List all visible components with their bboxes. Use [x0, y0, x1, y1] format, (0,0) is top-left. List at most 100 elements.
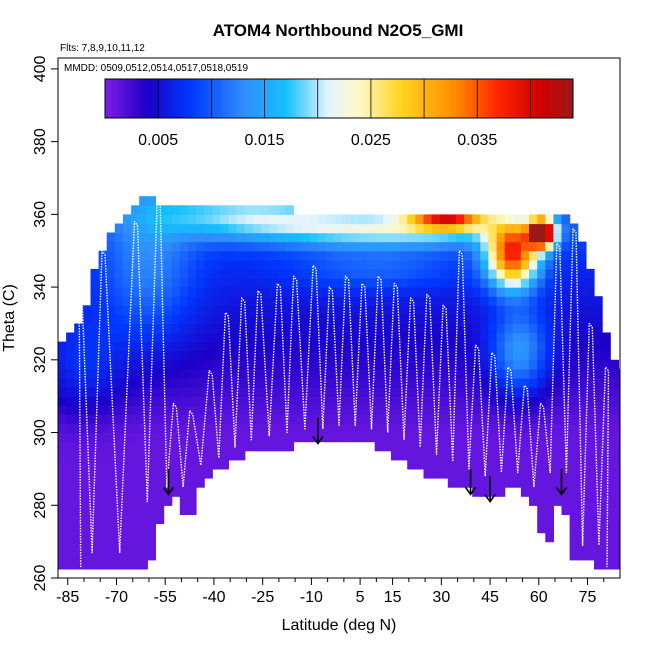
colorbar-swatch — [267, 79, 271, 118]
heat-cell — [423, 314, 433, 325]
colorbar-tick-label: 0.025 — [351, 132, 391, 149]
heat-cell — [569, 387, 579, 397]
heat-cell — [464, 250, 473, 261]
heat-cell — [423, 459, 433, 470]
heat-cell — [553, 296, 563, 306]
heat-cell — [610, 514, 619, 525]
heat-cell — [594, 459, 603, 470]
heat-cell — [285, 305, 295, 315]
heat-cell — [131, 468, 140, 479]
heat-cell — [179, 305, 189, 315]
heat-cell — [131, 441, 140, 452]
heat-cell — [106, 405, 116, 415]
heat-cell — [431, 241, 441, 252]
colorbar-swatch — [384, 79, 388, 118]
colorbar-swatch — [203, 79, 207, 118]
heat-cell — [123, 505, 132, 515]
heat-cell — [82, 305, 92, 315]
heat-cell — [391, 368, 400, 379]
colorbar-swatch — [206, 79, 210, 118]
colorbar-swatch — [208, 79, 212, 118]
heat-cell — [374, 259, 384, 270]
heat-cell — [480, 241, 489, 252]
heat-cell — [407, 432, 416, 443]
heat-cell — [66, 441, 75, 452]
heat-cell — [391, 250, 400, 261]
heat-cell — [139, 423, 148, 434]
heat-cell — [553, 468, 563, 479]
colorbar-swatch — [277, 79, 281, 118]
heat-cell — [334, 223, 343, 234]
heat-cell — [569, 378, 579, 388]
heat-cell — [366, 250, 376, 261]
heat-cell — [358, 423, 368, 434]
colorbar-swatch — [179, 79, 183, 118]
heat-cell — [163, 368, 173, 379]
chart-title: ATOM4 Northbound N2O5_GMI — [213, 21, 464, 40]
heat-cell — [301, 214, 311, 225]
heat-cell — [585, 378, 595, 388]
heat-cell — [399, 441, 408, 452]
heat-cell — [577, 268, 587, 279]
colorbar-swatch — [192, 79, 196, 118]
colorbar-swatch — [463, 79, 468, 118]
heat-cell — [529, 414, 538, 425]
heat-cell — [374, 368, 384, 379]
heat-cell — [358, 341, 368, 352]
heat-cell — [90, 387, 100, 397]
heat-cell — [464, 232, 473, 243]
heat-cell — [488, 232, 498, 243]
heat-cell — [382, 441, 392, 452]
heat-cell — [374, 296, 384, 306]
heat-cell — [455, 478, 465, 488]
heat-cell — [123, 332, 132, 343]
heat-cell — [374, 250, 384, 261]
heat-cell — [269, 378, 278, 388]
heat-cell — [480, 296, 489, 306]
heat-cell — [90, 487, 100, 497]
heat-cell — [236, 287, 246, 297]
heat-cell — [82, 505, 92, 515]
heat-cell — [155, 314, 165, 325]
heat-cell — [82, 468, 92, 479]
heat-cell — [269, 441, 278, 452]
heat-cell — [82, 478, 92, 488]
heat-cell — [342, 268, 351, 279]
heat-cell — [106, 268, 116, 279]
heat-cell — [139, 214, 148, 225]
heat-cell — [236, 368, 246, 379]
heat-cell — [187, 214, 197, 225]
heat-cell — [342, 387, 351, 397]
heat-cell — [269, 205, 278, 215]
heat-cell — [74, 405, 83, 415]
heat-cell — [431, 459, 441, 470]
heat-cell — [431, 341, 441, 352]
heat-cell — [123, 250, 132, 261]
heat-cell — [569, 478, 579, 488]
heat-cell — [131, 423, 140, 434]
heat-cell — [529, 232, 538, 243]
heat-cell — [610, 532, 619, 543]
heat-cell — [204, 432, 213, 443]
heat-cell — [204, 278, 213, 288]
heat-cell — [439, 296, 449, 306]
heat-cell — [220, 241, 230, 252]
heat-cell — [326, 214, 335, 225]
heat-cell — [464, 459, 473, 470]
heat-cell — [610, 359, 619, 370]
colorbar-swatch — [211, 79, 215, 118]
heat-cell — [537, 223, 546, 234]
heat-cell — [488, 214, 498, 225]
heat-cell — [285, 214, 295, 225]
heat-cell — [261, 205, 270, 215]
heat-cell — [553, 405, 563, 415]
heat-cell — [155, 378, 165, 388]
heat-cell — [66, 368, 75, 379]
heat-cell — [163, 305, 173, 315]
heat-cell — [480, 287, 489, 297]
heat-cell — [90, 459, 100, 470]
heat-cell — [58, 341, 67, 352]
heat-cell — [326, 323, 335, 334]
heat-cell — [187, 323, 197, 334]
heat-cell — [90, 332, 100, 343]
